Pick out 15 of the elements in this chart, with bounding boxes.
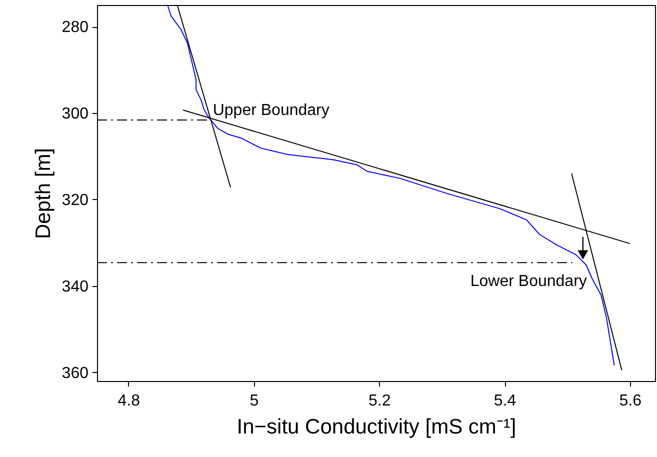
y-tick-label: 340 [62, 278, 89, 296]
line-series [167, 5, 615, 366]
x-tick-label: 4.8 [118, 392, 140, 410]
x-tick-label: 5.6 [619, 392, 642, 410]
y-tick-label: 300 [62, 106, 89, 123]
annotation: Lower Boundary [470, 272, 587, 290]
annotation: Upper Boundary [212, 102, 330, 119]
x-tick-label: 5 [250, 392, 259, 410]
y-tick-label: 280 [62, 19, 89, 36]
x-axis-title: In−situ Conductivity [mS cm⁻¹] [236, 416, 516, 438]
x-tick-label: 5.4 [494, 392, 516, 410]
x-tick-label: 5.2 [368, 392, 391, 410]
y-tick-label: 320 [62, 192, 89, 209]
y-axis-title: Depth [m] [32, 148, 55, 240]
y-tick-label: 360 [62, 364, 89, 382]
